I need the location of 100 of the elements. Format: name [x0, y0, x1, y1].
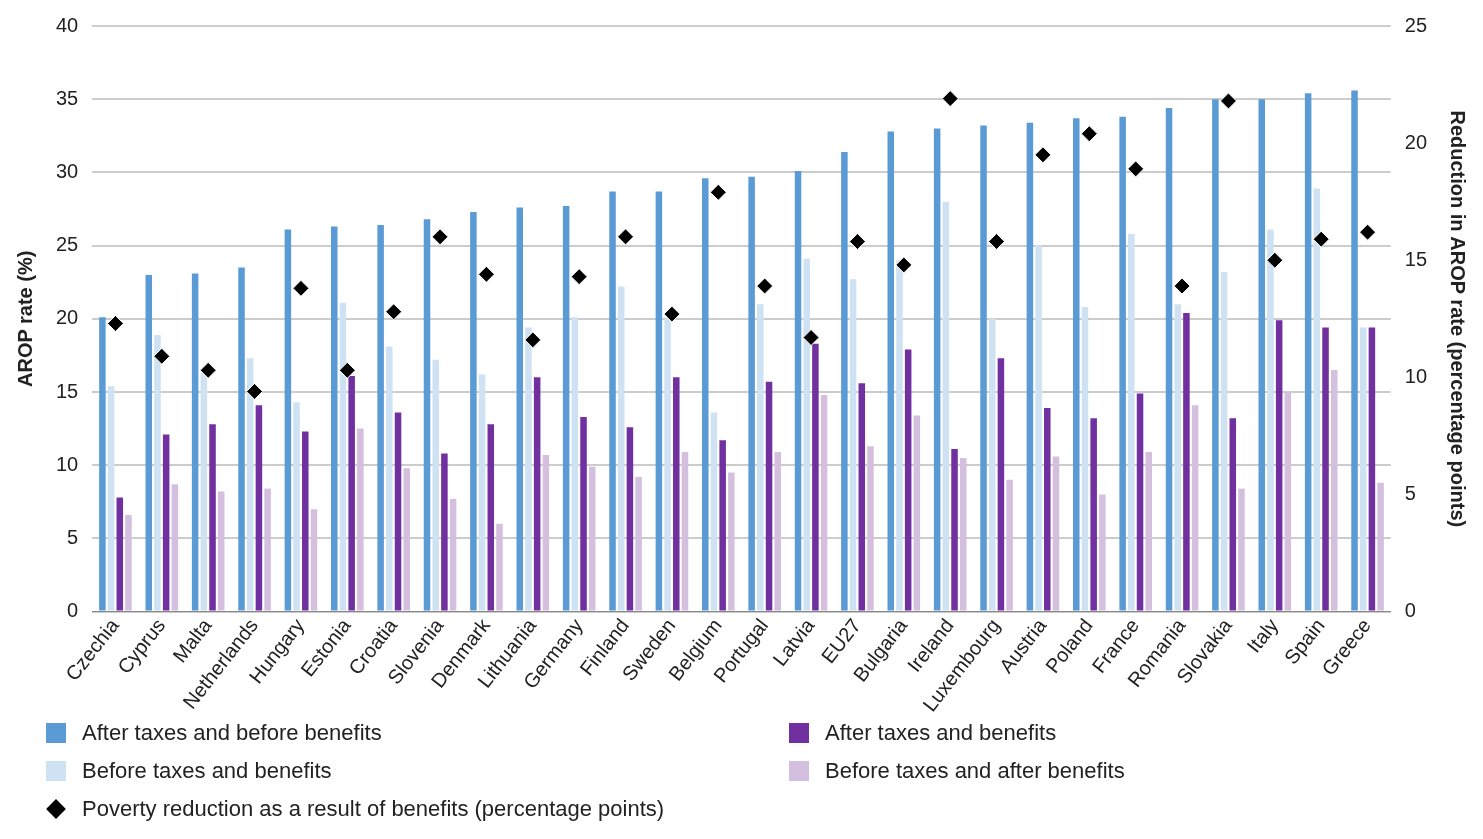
- bar: [171, 484, 179, 611]
- bar: [238, 267, 245, 611]
- bar: [1073, 118, 1080, 611]
- legend-label: After taxes and benefits: [825, 720, 1057, 746]
- bar: [516, 207, 524, 611]
- bar: [357, 428, 364, 611]
- point: [1034, 146, 1052, 164]
- bar: [702, 178, 709, 611]
- bar: [580, 416, 587, 611]
- bar: [1081, 307, 1089, 611]
- point: [802, 329, 820, 347]
- bar: [719, 440, 726, 611]
- bar: [441, 453, 448, 611]
- y2-tick-label: 10: [1404, 364, 1427, 387]
- bar: [1035, 245, 1042, 611]
- y-tick-label: 15: [56, 379, 79, 402]
- legend-label: Before taxes and after benefits: [825, 758, 1125, 784]
- bar: [988, 318, 996, 611]
- bar: [487, 424, 495, 611]
- bar: [99, 317, 106, 611]
- bar: [841, 151, 848, 611]
- bar: [1145, 452, 1152, 611]
- bar: [542, 454, 550, 611]
- bar: [107, 386, 115, 611]
- point: [663, 305, 681, 323]
- bar: [423, 219, 431, 611]
- point: [941, 90, 959, 108]
- point: [570, 268, 588, 286]
- y-tick-label: 0: [67, 599, 79, 622]
- bar: [1229, 418, 1237, 611]
- y2-tick-label: 20: [1404, 130, 1427, 153]
- y2-tick-label: 25: [1404, 13, 1427, 36]
- y-tick-label: 30: [56, 159, 79, 182]
- point: [1127, 160, 1145, 178]
- bar: [191, 273, 199, 611]
- bar: [1267, 229, 1274, 611]
- point: [338, 361, 356, 379]
- bar: [496, 523, 503, 611]
- bar: [478, 374, 486, 611]
- point: [431, 228, 449, 246]
- bar: [728, 472, 735, 611]
- bar: [887, 131, 895, 611]
- bar: [1174, 304, 1181, 611]
- bar: [997, 358, 1005, 611]
- point: [1312, 230, 1330, 248]
- bar: [116, 497, 124, 611]
- point: [246, 382, 264, 400]
- bar: [255, 405, 263, 611]
- bar: [913, 415, 921, 611]
- bar: [1351, 90, 1358, 611]
- bar: [1258, 99, 1266, 611]
- y-tick-label: 20: [56, 306, 79, 329]
- bar: [1377, 482, 1384, 611]
- bar: [617, 286, 625, 611]
- bar: [588, 466, 596, 611]
- bar: [774, 452, 781, 611]
- bar: [386, 346, 393, 611]
- point: [1359, 223, 1377, 241]
- point: [292, 279, 310, 297]
- bar: [1322, 327, 1329, 611]
- point: [524, 331, 542, 349]
- bar: [533, 377, 541, 611]
- bar: [933, 128, 941, 611]
- bar: [820, 394, 828, 611]
- bar: [562, 206, 570, 611]
- bar: [1191, 405, 1199, 611]
- bar: [655, 191, 663, 611]
- y-tick-label: 40: [56, 13, 79, 36]
- bar: [1052, 456, 1060, 611]
- bar: [867, 446, 874, 611]
- point: [106, 314, 124, 332]
- bar: [1330, 370, 1338, 611]
- bar: [1165, 107, 1173, 611]
- bar: [1136, 393, 1144, 611]
- point: [199, 361, 217, 379]
- y-tick-label: 25: [56, 233, 79, 256]
- bar: [849, 279, 857, 611]
- bar: [1220, 271, 1228, 611]
- point: [709, 183, 727, 201]
- bar: [757, 304, 764, 611]
- legend-label: Poverty reduction as a result of benefits (percentage points): [82, 796, 665, 822]
- bar: [571, 317, 579, 611]
- bar: [1284, 392, 1292, 611]
- point: [1080, 125, 1098, 143]
- bar: [525, 327, 532, 611]
- bar: [1359, 327, 1367, 611]
- bar: [1044, 408, 1051, 611]
- y2-tick-label: 0: [1404, 599, 1416, 622]
- bar: [812, 343, 819, 611]
- bar: [1006, 479, 1013, 611]
- bar: [284, 229, 292, 611]
- y2-axis-title: Reduction in AROP rate (percentage points): [1447, 110, 1470, 528]
- bar: [209, 424, 216, 611]
- bar: [432, 359, 439, 611]
- bar: [200, 372, 208, 611]
- legend-label: Before taxes and benefits: [82, 758, 332, 784]
- bar: [162, 434, 170, 611]
- bar: [803, 258, 810, 611]
- bar: [1090, 418, 1097, 611]
- bar: [154, 334, 161, 611]
